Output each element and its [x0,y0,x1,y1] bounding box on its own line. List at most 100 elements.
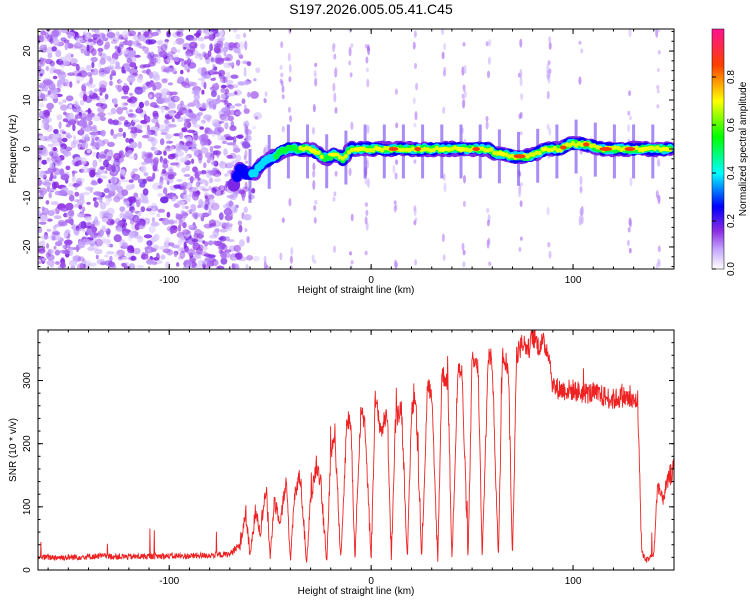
noise-speck [51,201,59,206]
noise-speck [56,58,64,65]
spectrogram-x-tick-label: -100 [159,275,179,286]
noise-speck [88,262,97,267]
noise-speck [183,229,191,238]
noise-speck [45,117,52,123]
noise-speck [121,242,129,249]
noise-speck [234,91,238,95]
noise-column-speck [395,122,399,129]
ridge-blob [422,146,427,152]
noise-speck [230,205,235,212]
noise-column-speck [279,65,283,70]
noise-column-speck [657,194,661,203]
noise-speck [227,239,235,243]
noise-speck [175,37,185,45]
noise-speck [220,76,228,84]
noise-speck [220,99,226,103]
noise-speck [181,201,185,210]
noise-column-speck [548,36,552,43]
noise-speck [123,121,132,127]
noise-speck [52,146,57,152]
noise-column-speck [413,220,417,226]
noise-column-speck [393,205,397,213]
noise-speck [189,37,198,41]
noise-column-speck [463,174,466,184]
noise-speck [65,202,74,211]
noise-speck [97,177,102,184]
noise-speck [69,81,73,88]
noise-speck [71,170,76,178]
noise-speck [233,244,241,252]
noise-speck [66,134,72,139]
noise-speck [201,89,205,95]
ridge-blob [613,145,618,150]
noise-speck [241,98,246,104]
noise-speck [174,219,178,224]
noise-speck [46,228,52,232]
colorbar-tick-label: 0.0 [726,262,737,276]
noise-speck [93,201,99,208]
noise-speck [182,221,187,229]
noise-column-speck [281,125,285,133]
noise-speck [79,195,85,201]
noise-speck [89,76,93,85]
noise-speck [178,219,184,227]
noise-speck [156,57,161,65]
noise-speck [138,34,146,42]
noise-speck [224,249,232,253]
colorbar-tick-label: 0.6 [726,118,737,132]
noise-speck [52,231,61,236]
noise-speck [164,40,169,48]
noise-speck [121,48,130,55]
noise-column-speck [332,82,336,92]
noise-speck [107,118,113,124]
noise-speck [55,49,62,58]
snr-y-tick-label: 200 [22,435,33,452]
noise-column-speck [312,170,315,178]
noise-speck [140,119,148,124]
noise-speck [207,138,211,146]
noise-speck [44,79,53,86]
noise-speck [185,165,191,172]
noise-speck [81,157,87,165]
noise-speck [49,263,53,267]
spectrogram-x-label: Height of straight line (km) [298,285,415,296]
noise-column-speck [312,127,315,135]
noise-speck [204,192,209,196]
noise-speck [149,51,155,59]
noise-speck [195,101,201,109]
noise-speck [92,37,102,44]
noise-column-speck [365,160,369,169]
noise-speck [79,99,85,106]
noise-speck [58,190,67,196]
noise-speck [126,57,133,64]
noise-column-speck [657,50,661,55]
noise-speck [62,99,67,103]
noise-speck [235,59,241,66]
noise-speck [112,97,118,105]
noise-column-speck [332,196,336,202]
noise-speck [41,235,50,240]
noise-column-speck [413,208,417,216]
noise-speck [129,92,134,96]
noise-column-speck [265,144,268,153]
noise-column-speck [518,113,522,120]
noise-column-speck [488,38,492,47]
noise-column-speck [349,251,352,256]
ridge-core [541,147,548,152]
noise-speck [46,102,54,110]
noise-speck [78,70,88,78]
noise-speck [219,120,225,124]
noise-speck [142,197,149,204]
noise-column-speck [350,260,354,265]
noise-speck [173,57,180,62]
noise-column-speck [314,77,318,87]
noise-speck [45,200,50,205]
noise-speck [159,179,164,186]
noise-speck [183,193,188,200]
noise-speck [106,239,112,248]
noise-speck [130,255,136,261]
noise-speck [68,260,78,267]
noise-speck [97,112,106,118]
noise-speck [49,176,53,182]
noise-speck [122,131,126,139]
